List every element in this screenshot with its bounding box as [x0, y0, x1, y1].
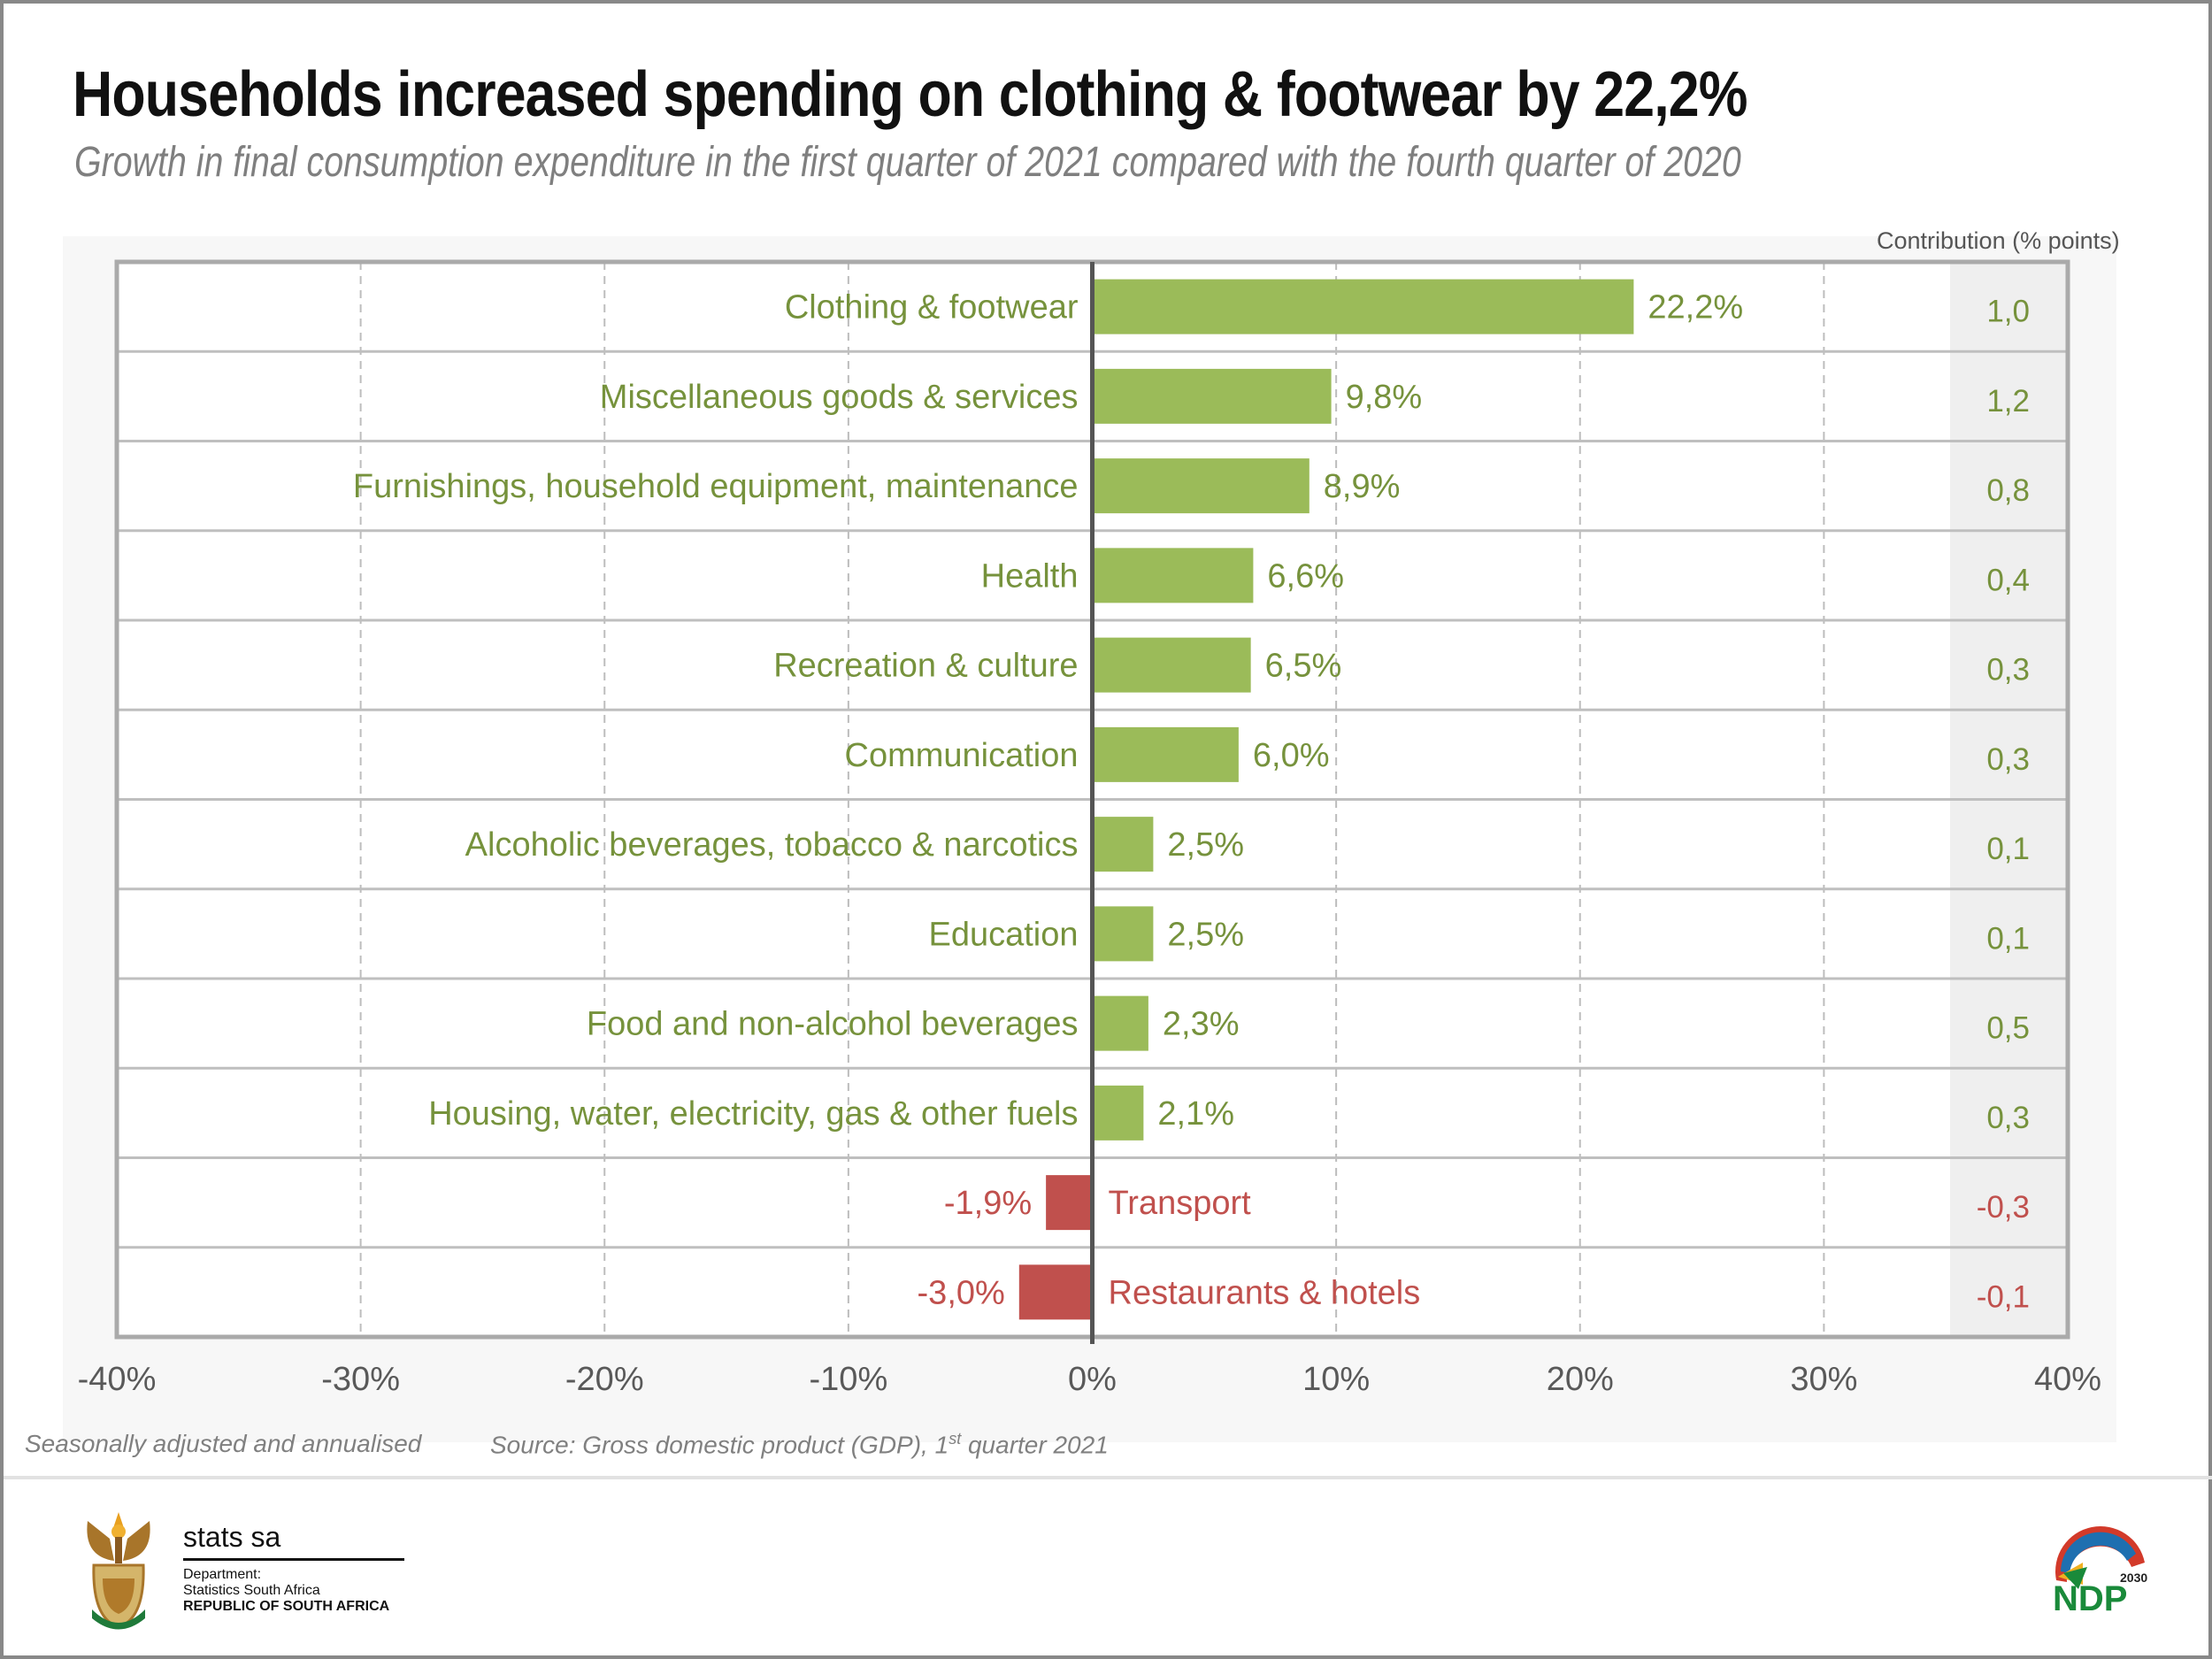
value-label: 6,6% — [1267, 557, 1344, 595]
value-label: 6,5% — [1265, 648, 1342, 685]
chart-title: Households increased spending on clothin… — [73, 59, 1747, 130]
bar — [1092, 726, 1239, 782]
bar — [1092, 1085, 1144, 1141]
value-label: 2,3% — [1163, 1006, 1240, 1043]
x-tick-label: 40% — [2034, 1361, 2101, 1398]
category-label: Housing, water, electricity, gas & other… — [428, 1095, 1078, 1133]
dept-line-3: REPUBLIC OF SOUTH AFRICA — [183, 1599, 390, 1614]
divider — [4, 1476, 2212, 1479]
value-label: 2,5% — [1167, 916, 1244, 953]
stats-sa-name: stats sa — [183, 1521, 281, 1553]
contribution-value: 0,8 — [1986, 473, 2030, 508]
ndp-year: 2030 — [2120, 1571, 2147, 1585]
contribution-value: 1,2 — [1986, 384, 2030, 419]
category-label: Clothing & footwear — [785, 289, 1079, 326]
category-label: Recreation & culture — [773, 648, 1078, 685]
value-label: 8,9% — [1324, 468, 1401, 505]
contribution-value: 0,4 — [1986, 563, 2030, 597]
category-label: Restaurants & hotels — [1109, 1274, 1421, 1311]
logo-rule — [183, 1558, 404, 1561]
bar — [1092, 279, 1634, 334]
category-label: Communication — [845, 737, 1079, 774]
x-tick-label: 30% — [1790, 1361, 1857, 1398]
bar — [1092, 458, 1310, 514]
contribution-value: 0,5 — [1986, 1011, 2030, 1046]
footnote: Seasonally adjusted and annualised — [25, 1430, 422, 1457]
source-text: Source: Gross domestic product (GDP), 1 — [490, 1431, 949, 1459]
value-label: 9,8% — [1346, 379, 1423, 416]
value-label: 6,0% — [1253, 737, 1330, 774]
category-label: Miscellaneous goods & services — [600, 379, 1079, 416]
category-label: Furnishings, household equipment, mainte… — [353, 468, 1079, 505]
stats-sa-logo: stats sa Department: Statistics South Af… — [74, 1503, 428, 1636]
category-label: Transport — [1109, 1185, 1252, 1222]
contribution-value: 0,3 — [1986, 653, 2030, 687]
bar — [1092, 548, 1254, 603]
bar — [1092, 368, 1332, 424]
bar — [1046, 1175, 1093, 1231]
category-label: Health — [981, 557, 1079, 595]
coat-of-arms-icon — [87, 1512, 150, 1630]
chart-subtitle: Growth in final consumption expenditure … — [74, 139, 1741, 186]
contribution-value: 0,1 — [1986, 832, 2030, 866]
category-label: Alcoholic beverages, tobacco & narcotics — [465, 826, 1079, 864]
contribution-value: -0,3 — [1977, 1190, 2030, 1225]
x-tick-label: 20% — [1547, 1361, 1614, 1398]
source-note: Source: Gross domestic product (GDP), 1s… — [490, 1430, 1109, 1459]
bar — [1092, 995, 1148, 1051]
contribution-value: 0,3 — [1986, 1101, 2030, 1135]
x-tick-label: -30% — [321, 1361, 400, 1398]
contribution-header: Contribution (% points) — [1877, 227, 2120, 254]
ndp-text: NDP — [2053, 1579, 2127, 1614]
contribution-value: 1,0 — [1986, 295, 2030, 329]
dept-line-2: Statistics South Africa — [183, 1583, 320, 1598]
bar — [1092, 817, 1154, 872]
bar — [1092, 906, 1154, 962]
source-sup: st — [949, 1430, 962, 1448]
value-label: 22,2% — [1647, 289, 1743, 326]
x-tick-label: -40% — [78, 1361, 157, 1398]
dept-line-1: Department: — [183, 1567, 262, 1582]
source-text-end: quarter 2021 — [961, 1431, 1109, 1459]
value-label: 2,1% — [1157, 1095, 1234, 1133]
contribution-value: 0,1 — [1986, 921, 2030, 956]
contribution-value: 0,3 — [1986, 742, 2030, 777]
value-label: -1,9% — [944, 1185, 1032, 1222]
bar-chart: Clothing & footwear 22,2% 1,0 Miscellaneous… — [78, 259, 2101, 1398]
x-tick-label: 0% — [1068, 1361, 1117, 1398]
x-tick-label: 10% — [1302, 1361, 1370, 1398]
category-label: Food and non-alcohol beverages — [587, 1006, 1079, 1043]
category-label: Education — [928, 916, 1078, 953]
x-tick-label: -20% — [565, 1361, 644, 1398]
value-label: 2,5% — [1167, 826, 1244, 864]
ndp-2030-logo: 2030 NDP — [2053, 1526, 2147, 1614]
bar — [1092, 637, 1251, 693]
value-label: -3,0% — [918, 1274, 1005, 1311]
contribution-value: -0,1 — [1977, 1279, 2030, 1314]
x-tick-label: -10% — [810, 1361, 888, 1398]
bar — [1018, 1264, 1093, 1320]
